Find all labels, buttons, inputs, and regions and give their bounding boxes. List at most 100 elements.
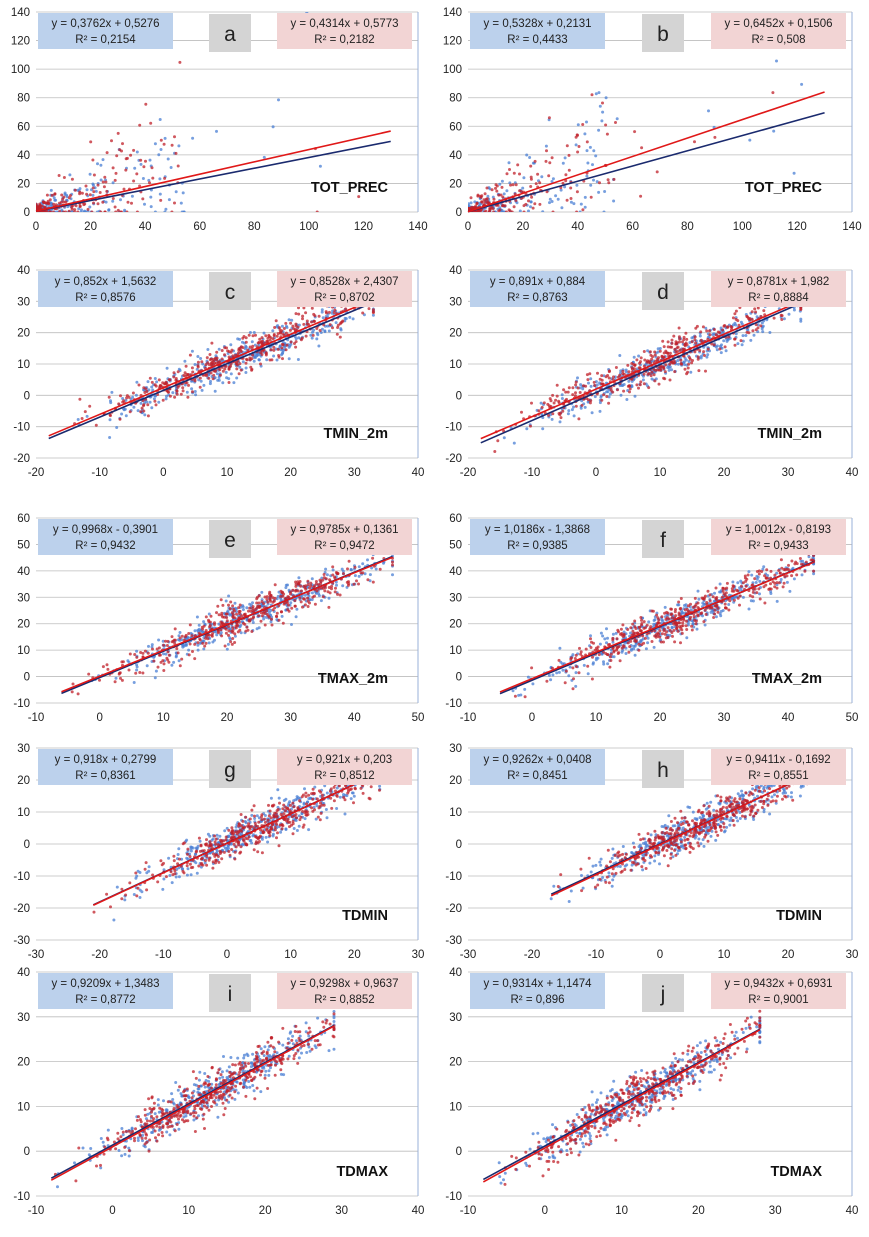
- scatter-point: [84, 410, 87, 413]
- trendline-blue: [49, 302, 374, 438]
- scatter-point: [661, 632, 664, 635]
- r2-label: R² = 0,4433: [507, 34, 567, 46]
- variable-label: TMIN_2m: [758, 426, 822, 442]
- scatter-point: [470, 201, 473, 204]
- y-tick-label: -10: [13, 871, 30, 883]
- scatter-point: [210, 342, 213, 345]
- scatter-point: [168, 378, 171, 381]
- scatter-point: [131, 195, 134, 198]
- scatter-point: [206, 637, 209, 640]
- scatter-point: [159, 199, 162, 202]
- scatter-point: [257, 614, 260, 617]
- equation-label: y = 0,852x + 1,5632: [55, 276, 157, 288]
- scatter-point: [693, 350, 696, 353]
- scatter-point: [227, 595, 230, 598]
- scatter-point: [337, 572, 340, 575]
- scatter-point: [657, 356, 660, 359]
- scatter-point: [551, 412, 554, 415]
- scatter-point: [144, 103, 147, 106]
- scatter-point: [614, 121, 617, 124]
- scatter-point: [145, 871, 148, 874]
- scatter-point: [270, 797, 273, 800]
- scatter-point: [127, 201, 130, 204]
- scatter-point: [755, 581, 758, 584]
- scatter-point: [576, 151, 579, 154]
- scatter-point: [182, 191, 185, 194]
- scatter-point: [211, 641, 214, 644]
- scatter-point: [164, 208, 167, 211]
- scatter-point: [86, 188, 89, 191]
- scatter-point: [647, 373, 650, 376]
- scatter-point: [312, 313, 315, 316]
- scatter-point: [726, 582, 729, 585]
- scatter-point: [295, 312, 298, 315]
- scatter-point: [286, 344, 289, 347]
- scatter-point: [185, 839, 188, 842]
- scatter-point: [708, 329, 711, 332]
- scatter-point: [586, 140, 589, 143]
- scatter-point: [584, 196, 587, 199]
- scatter-point: [264, 596, 267, 599]
- scatter-point: [640, 619, 643, 622]
- scatter-point: [742, 596, 745, 599]
- scatter-point: [633, 356, 636, 359]
- scatter-point: [242, 608, 245, 611]
- scatter-point: [778, 581, 781, 584]
- scatter-point: [758, 580, 761, 583]
- scatter-point: [282, 333, 285, 336]
- scatter-point: [538, 203, 541, 206]
- scatter-point: [677, 601, 680, 604]
- scatter-point: [709, 333, 712, 336]
- scatter-point: [516, 163, 519, 166]
- scatter-point: [164, 381, 167, 384]
- scatter-point: [637, 355, 640, 358]
- scatter-point: [535, 182, 538, 185]
- equation-label: y = 0,9968x - 0,3901: [53, 524, 158, 536]
- scatter-point: [146, 664, 149, 667]
- scatter-point: [660, 641, 663, 644]
- scatter-point: [720, 343, 723, 346]
- scatter-point: [282, 622, 285, 625]
- scatter-point: [579, 383, 582, 386]
- scatter-point: [483, 211, 486, 214]
- scatter-point: [258, 602, 261, 605]
- variable-label: TMAX_2m: [752, 671, 822, 687]
- scatter-point: [148, 181, 151, 184]
- y-tick-label: 40: [17, 150, 30, 162]
- scatter-point: [700, 611, 703, 614]
- scatter-point: [223, 353, 226, 356]
- y-tick-label: 60: [449, 513, 462, 525]
- scatter-point: [114, 680, 117, 683]
- scatter-point: [296, 798, 299, 801]
- scatter-point: [280, 610, 283, 613]
- scatter-point: [276, 612, 279, 615]
- scatter-point: [224, 645, 227, 648]
- scatter-point: [582, 384, 585, 387]
- scatter-point: [759, 598, 762, 601]
- scatter-point: [173, 371, 176, 374]
- scatter-point: [239, 610, 242, 613]
- scatter-point: [240, 345, 243, 348]
- scatter-point: [245, 367, 248, 370]
- scatter-point: [581, 123, 584, 126]
- scatter-point: [244, 630, 247, 633]
- y-tick-label: 20: [17, 619, 30, 631]
- scatter-point: [175, 655, 178, 658]
- scatter-point: [233, 641, 236, 644]
- panel-letter: e: [224, 529, 236, 552]
- scatter-point: [513, 172, 516, 175]
- scatter-point: [486, 197, 489, 200]
- scatter-point: [336, 326, 339, 329]
- scatter-point: [294, 346, 297, 349]
- scatter-point: [160, 139, 163, 142]
- scatter-point: [165, 397, 168, 400]
- scatter-point: [252, 615, 255, 618]
- scatter-point: [745, 585, 748, 588]
- scatter-point: [634, 395, 637, 398]
- scatter-point: [635, 383, 638, 386]
- scatter-point: [627, 651, 630, 654]
- scatter-point: [715, 615, 718, 618]
- scatter-point: [118, 673, 121, 676]
- scatter-point: [687, 604, 690, 607]
- y-tick-label: 40: [17, 566, 30, 578]
